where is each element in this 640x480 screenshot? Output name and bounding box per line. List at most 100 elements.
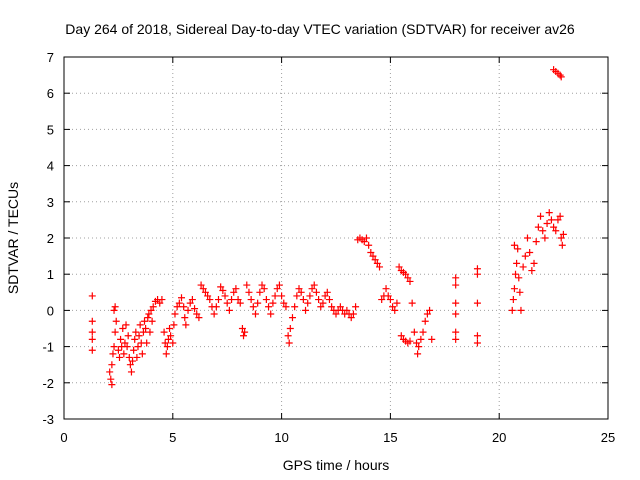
data-point bbox=[195, 314, 203, 322]
data-point bbox=[452, 335, 460, 343]
data-point bbox=[181, 314, 189, 322]
data-point bbox=[417, 335, 425, 343]
data-point bbox=[530, 259, 538, 267]
data-point bbox=[428, 335, 436, 343]
data-point bbox=[234, 296, 242, 304]
data-point bbox=[559, 230, 567, 238]
y-tick-label: -2 bbox=[42, 376, 54, 391]
data-point bbox=[221, 292, 229, 300]
data-point bbox=[512, 270, 520, 278]
data-point bbox=[160, 328, 168, 336]
data-point bbox=[120, 350, 128, 358]
data-point bbox=[171, 310, 179, 318]
data-point bbox=[212, 303, 220, 311]
data-point bbox=[141, 317, 149, 325]
data-point bbox=[88, 317, 96, 325]
y-tick-label: 6 bbox=[47, 86, 54, 101]
y-tick-label: 3 bbox=[47, 195, 54, 210]
data-point bbox=[539, 227, 547, 235]
data-point bbox=[558, 241, 566, 249]
data-point bbox=[123, 343, 131, 351]
data-point bbox=[543, 220, 551, 228]
data-point bbox=[369, 252, 377, 260]
data-point bbox=[238, 325, 246, 332]
data-point bbox=[186, 299, 194, 307]
data-point bbox=[167, 332, 175, 340]
data-point bbox=[258, 281, 266, 289]
data-point bbox=[175, 299, 183, 307]
data-point bbox=[528, 267, 536, 275]
data-point bbox=[108, 381, 116, 389]
data-point bbox=[166, 325, 174, 332]
data-point bbox=[256, 288, 264, 296]
data-point bbox=[117, 335, 125, 343]
data-point bbox=[426, 306, 434, 314]
data-point bbox=[269, 299, 277, 307]
data-point bbox=[547, 216, 555, 224]
data-point bbox=[317, 303, 325, 311]
y-tick-label: 1 bbox=[47, 267, 54, 282]
data-point bbox=[297, 288, 305, 296]
data-point bbox=[299, 296, 307, 304]
data-point bbox=[139, 328, 147, 336]
data-point bbox=[144, 314, 152, 322]
data-point bbox=[267, 310, 275, 318]
data-point bbox=[508, 306, 516, 314]
data-point bbox=[126, 361, 134, 369]
data-point bbox=[223, 299, 231, 307]
data-point bbox=[115, 353, 123, 361]
y-tick-label: 5 bbox=[47, 122, 54, 137]
data-point bbox=[362, 234, 370, 242]
data-point bbox=[156, 299, 164, 307]
data-point bbox=[247, 296, 255, 304]
data-point bbox=[365, 241, 373, 249]
data-point bbox=[473, 339, 481, 347]
data-point bbox=[193, 310, 201, 318]
data-point bbox=[162, 350, 170, 358]
y-tick-label: -1 bbox=[42, 340, 54, 355]
data-point bbox=[282, 303, 290, 311]
x-tick-label: 0 bbox=[60, 430, 67, 445]
x-tick-label: 10 bbox=[274, 430, 288, 445]
data-point bbox=[265, 303, 273, 311]
data-point bbox=[240, 332, 248, 340]
data-point bbox=[273, 285, 281, 293]
data-point bbox=[210, 310, 218, 318]
data-point bbox=[413, 339, 421, 347]
data-point bbox=[236, 299, 244, 307]
data-point bbox=[402, 270, 410, 278]
data-point bbox=[232, 285, 240, 293]
data-point bbox=[88, 335, 96, 343]
data-point bbox=[127, 368, 135, 376]
data-point bbox=[515, 274, 523, 282]
data-point bbox=[521, 252, 529, 260]
data-point bbox=[545, 209, 553, 217]
x-tick-label: 25 bbox=[601, 430, 615, 445]
data-point bbox=[315, 296, 323, 304]
data-point bbox=[148, 317, 156, 325]
data-point bbox=[386, 296, 394, 304]
data-point bbox=[367, 248, 375, 256]
data-point bbox=[191, 305, 199, 313]
x-tick-label: 20 bbox=[492, 430, 506, 445]
data-point bbox=[260, 285, 268, 293]
data-point bbox=[352, 303, 360, 311]
data-point bbox=[408, 299, 416, 307]
data-point bbox=[389, 303, 397, 311]
data-point bbox=[376, 263, 384, 271]
data-point bbox=[323, 288, 331, 296]
data-point bbox=[513, 259, 521, 267]
data-point bbox=[114, 346, 122, 354]
data-point bbox=[321, 292, 329, 300]
data-point bbox=[419, 328, 427, 336]
x-axis-ticks: 0 5 10 15 20 25 bbox=[60, 57, 615, 445]
data-point bbox=[251, 310, 259, 318]
data-point bbox=[349, 310, 357, 318]
data-point bbox=[347, 314, 355, 322]
data-point bbox=[112, 317, 120, 325]
data-point bbox=[554, 216, 562, 224]
data-point bbox=[382, 285, 390, 293]
data-point bbox=[371, 256, 379, 264]
data-point bbox=[219, 286, 227, 294]
